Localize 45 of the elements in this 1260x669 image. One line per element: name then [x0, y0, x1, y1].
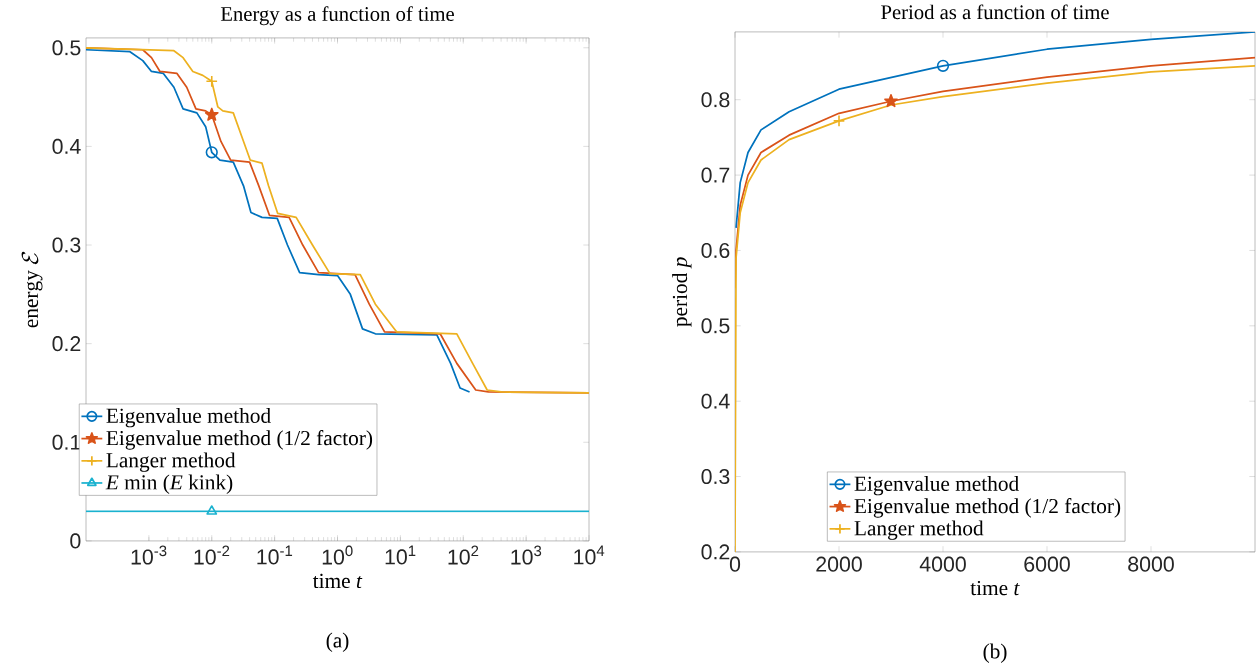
x-tick-label: 10$^{-2}$	[194, 545, 230, 565]
x-tick-label: 2000	[816, 556, 862, 572]
x-tick-label: 0	[729, 556, 741, 572]
chart-title: Energy as a function of time	[220, 6, 454, 26]
x-tick-label: 10$^{-3}$	[131, 545, 167, 565]
text: (b)	[983, 643, 1007, 663]
x-tick-label: 10$^{2}$	[448, 545, 479, 565]
y-tick-label: 0.4	[701, 393, 730, 409]
y-tick-label: 0.6	[701, 242, 730, 259]
x-axis-title: time t	[312, 573, 363, 589]
x-tick-label: 4000	[919, 556, 966, 572]
point	[884, 94, 898, 108]
x-tick-label: 10$^{1}$	[385, 545, 416, 565]
line-series	[735, 31, 1256, 229]
text: (a)	[326, 632, 349, 652]
x-tick-label: 8000	[1128, 556, 1174, 572]
y-tick-label: 0.3	[52, 237, 81, 253]
y-tick-label: 0.4	[52, 138, 81, 154]
x-axis-title: time t	[970, 580, 1020, 596]
y-tick-label: 0.5	[52, 40, 81, 56]
legend-label: E min (E kink)	[105, 474, 233, 494]
x-tick-label: 10$^{0}$	[322, 545, 353, 565]
legend-label: Eigenvalue method (1/2 factor)	[854, 498, 1121, 518]
x-tick-label: 10$^{3}$	[511, 545, 542, 565]
y-tick-label: 0.2	[701, 544, 730, 560]
y-tick-label: 0.8	[701, 92, 730, 108]
y-tick-label: 0.7	[701, 167, 730, 183]
y-tick-label: 0.1	[52, 434, 81, 450]
y-axis-title: $\mathrm{energy}\ \mathcal{E}$	[21, 251, 43, 328]
point	[832, 114, 846, 128]
legend-label: Eigenvalue method	[854, 475, 1019, 496]
chart-title: Period as a function of time	[881, 4, 1109, 20]
x-tick-label: 10$^{-1}$	[257, 545, 293, 565]
y-tick-label: 0.2	[52, 336, 81, 352]
y-axis-title: period p	[672, 257, 692, 327]
y-tick-label: 0	[70, 533, 81, 549]
legend-label: Eigenvalue method (1/2 factor)	[106, 430, 373, 450]
legend-label: Langer method	[854, 520, 984, 540]
x-tick-label: 6000	[1024, 556, 1070, 572]
legend-label: Langer method	[106, 452, 236, 472]
y-tick-label: 0.5	[701, 318, 730, 334]
y-tick-label: 0.3	[701, 469, 730, 485]
legend-label: Eigenvalue method	[106, 407, 271, 428]
point	[936, 59, 950, 72]
x-tick-label: 10$^{4}$	[574, 545, 605, 565]
